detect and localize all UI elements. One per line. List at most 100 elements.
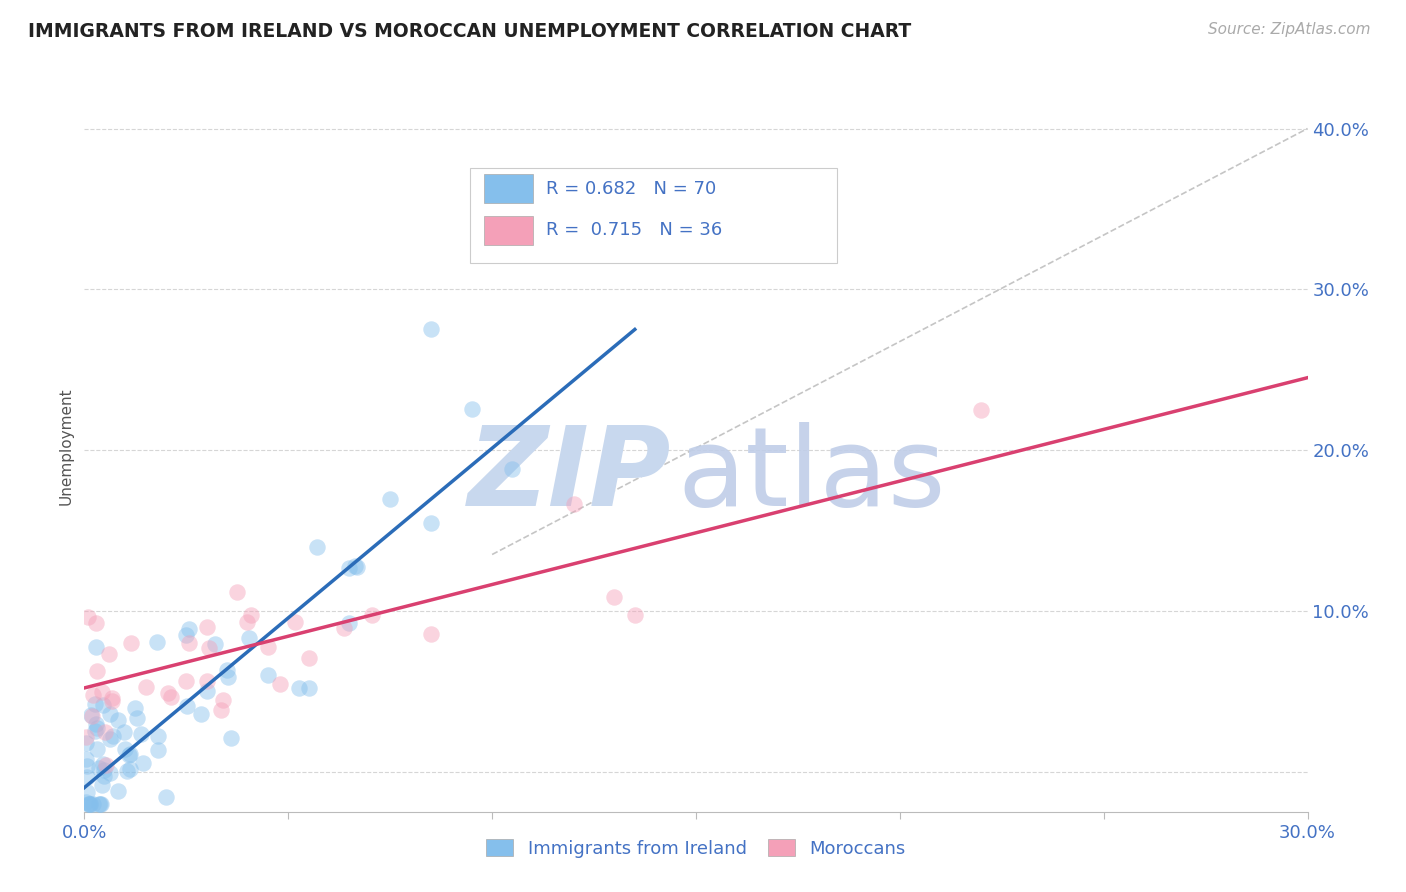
Point — [461, 401, 484, 416]
Point — [91, 778, 114, 792]
Point — [204, 637, 226, 651]
Text: ZIP: ZIP — [468, 422, 672, 529]
Point — [562, 497, 585, 511]
Point — [190, 707, 212, 722]
FancyBboxPatch shape — [484, 174, 533, 203]
Point — [239, 607, 262, 622]
Point — [129, 727, 152, 741]
Point — [339, 615, 361, 630]
Point — [179, 622, 201, 636]
Point — [107, 713, 129, 727]
Point — [155, 790, 177, 805]
Point — [298, 651, 321, 665]
Point — [339, 560, 361, 574]
Point — [176, 698, 198, 713]
Legend: Immigrants from Ireland, Moroccans: Immigrants from Ireland, Moroccans — [479, 832, 912, 865]
Point — [76, 610, 98, 624]
Point — [101, 690, 124, 705]
Point — [93, 768, 115, 782]
Point — [502, 461, 524, 475]
Point — [79, 708, 101, 723]
Point — [86, 665, 108, 679]
Point — [120, 762, 142, 776]
Point — [238, 631, 260, 645]
Point — [77, 797, 100, 811]
Point — [75, 736, 97, 750]
Point — [174, 628, 197, 642]
Point — [132, 756, 155, 770]
Point — [127, 711, 149, 725]
Y-axis label: Unemployment: Unemployment — [58, 387, 73, 505]
Point — [112, 725, 135, 739]
Point — [344, 559, 367, 574]
Point — [103, 729, 125, 743]
Point — [380, 491, 402, 506]
Point — [221, 731, 243, 745]
FancyBboxPatch shape — [484, 216, 533, 244]
Point — [212, 693, 235, 707]
Point — [82, 688, 104, 702]
Point — [198, 640, 221, 655]
Point — [257, 667, 280, 681]
Point — [114, 741, 136, 756]
Point — [603, 591, 626, 605]
Point — [420, 322, 443, 336]
Point — [89, 761, 111, 775]
Point — [177, 636, 200, 650]
Point — [84, 697, 107, 711]
Point — [217, 671, 239, 685]
Text: R = 0.682   N = 70: R = 0.682 N = 70 — [546, 179, 716, 197]
Point — [970, 402, 993, 417]
Text: Source: ZipAtlas.com: Source: ZipAtlas.com — [1208, 22, 1371, 37]
Point — [107, 783, 129, 797]
Point — [197, 684, 219, 698]
Point — [209, 703, 232, 717]
Point — [269, 677, 291, 691]
Point — [77, 797, 100, 811]
Point — [86, 721, 108, 735]
Point — [160, 690, 183, 705]
Point — [156, 685, 179, 699]
Point — [76, 759, 98, 773]
Point — [80, 708, 103, 723]
Point — [120, 636, 142, 650]
Point — [75, 795, 97, 809]
Point — [420, 626, 443, 640]
Point — [624, 607, 647, 622]
Point — [146, 729, 169, 743]
Point — [217, 663, 239, 677]
Point — [91, 685, 114, 699]
Point — [87, 797, 110, 811]
Point — [97, 647, 120, 661]
Point — [420, 516, 443, 530]
Point — [98, 731, 121, 746]
Text: IMMIGRANTS FROM IRELAND VS MOROCCAN UNEMPLOYMENT CORRELATION CHART: IMMIGRANTS FROM IRELAND VS MOROCCAN UNEM… — [28, 22, 911, 41]
Point — [91, 757, 114, 772]
Point — [174, 674, 197, 689]
Point — [82, 797, 104, 811]
Point — [298, 681, 321, 695]
Point — [83, 724, 105, 739]
Point — [100, 694, 122, 708]
Point — [79, 797, 101, 811]
Point — [84, 640, 107, 655]
Text: R =  0.715   N = 36: R = 0.715 N = 36 — [546, 221, 721, 239]
Point — [75, 752, 97, 766]
Point — [118, 747, 141, 762]
Point — [360, 608, 382, 623]
Point — [75, 730, 97, 744]
Point — [115, 764, 138, 778]
Point — [146, 635, 169, 649]
Point — [90, 797, 112, 811]
Point — [332, 621, 354, 635]
Point — [76, 770, 98, 784]
Point — [86, 742, 108, 756]
Point — [98, 765, 121, 780]
Text: atlas: atlas — [678, 422, 946, 529]
Point — [225, 585, 247, 599]
Point — [93, 724, 115, 739]
Point — [93, 763, 115, 777]
Point — [346, 559, 368, 574]
Point — [94, 757, 117, 772]
Point — [118, 747, 141, 761]
